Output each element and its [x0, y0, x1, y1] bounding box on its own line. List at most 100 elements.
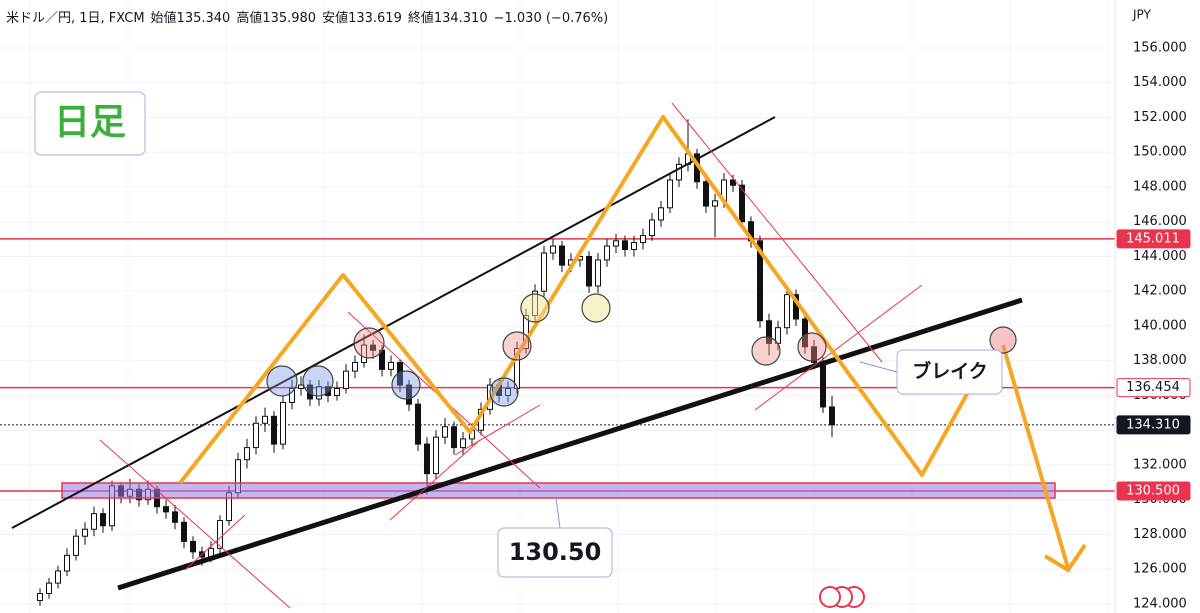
- candle-body: [595, 259, 601, 287]
- candle-body: [298, 384, 304, 390]
- candle-body: [730, 179, 736, 186]
- candle-body: [415, 403, 421, 445]
- candle-body: [829, 406, 835, 426]
- y-tick-label: 154.000: [1133, 75, 1187, 90]
- candle-body: [271, 415, 277, 445]
- candle-body: [811, 346, 817, 363]
- label-box: [497, 527, 613, 578]
- forecast-arrow: [1001, 344, 1070, 569]
- y-tick-label: 126.000: [1133, 562, 1187, 577]
- timeframe-label: 日足: [54, 102, 126, 143]
- candle-body: [388, 361, 394, 370]
- candle-body: [622, 240, 628, 251]
- candle-body: [55, 570, 61, 584]
- event-icons: [819, 586, 865, 608]
- candle-body: [640, 235, 646, 244]
- y-tick-label: 144.000: [1133, 249, 1187, 264]
- candle-body: [280, 401, 286, 445]
- candle-body: [163, 506, 169, 513]
- upper-channel: [11, 116, 776, 529]
- candle-body: [433, 436, 439, 475]
- price-tag: [1116, 415, 1191, 435]
- price-tag-label: 134.310: [1126, 417, 1180, 432]
- header-item: 米ドル／円, 1日, FXCM: [6, 11, 145, 26]
- price-tag: [1116, 229, 1191, 249]
- candle-body: [802, 318, 808, 348]
- header-item: −1.030 (−0.76%): [493, 11, 609, 26]
- y-tick-label: 148.000: [1133, 179, 1187, 194]
- candle-body: [325, 386, 331, 396]
- y-tick-label: 132.000: [1133, 457, 1187, 472]
- label-box: [34, 91, 146, 156]
- markers: [266, 293, 1017, 407]
- candle-body: [361, 344, 367, 363]
- candle-body: [316, 386, 322, 400]
- candle-body: [253, 422, 259, 449]
- candle-body: [613, 240, 619, 247]
- break-label: ブレイク: [912, 360, 988, 383]
- candle-body: [505, 388, 511, 396]
- candle-body: [244, 447, 250, 461]
- candle-body: [442, 426, 448, 438]
- support-zone: [61, 482, 1056, 499]
- candle-body: [784, 294, 790, 329]
- header-item: 終値134.310: [407, 11, 488, 26]
- candle-body: [73, 535, 79, 556]
- candle-body: [541, 252, 547, 292]
- zigzag: [178, 115, 974, 485]
- candle-body: [82, 528, 88, 537]
- candle-body: [352, 361, 358, 372]
- y-tick-label: 156.000: [1133, 40, 1187, 55]
- candle-body: [586, 255, 592, 287]
- candle-body: [559, 245, 565, 266]
- y-unit: JPY: [1132, 8, 1152, 22]
- label-box: [896, 349, 1003, 395]
- price-tag-label: 145.011: [1126, 231, 1180, 246]
- candle-body: [406, 384, 412, 405]
- level-label: 130.50: [509, 538, 602, 566]
- y-tick-label: 150.000: [1133, 145, 1187, 160]
- candle-body: [631, 242, 637, 251]
- candle-body: [334, 388, 340, 396]
- candle-body: [649, 219, 655, 237]
- drawings: [11, 91, 1087, 609]
- candle-body: [217, 520, 223, 549]
- candle-body: [172, 511, 178, 523]
- arrow-head: [1043, 543, 1087, 573]
- candle-body: [46, 582, 52, 595]
- price-tag: [1116, 481, 1191, 501]
- candle-body: [343, 370, 349, 390]
- candle-body: [658, 207, 664, 221]
- candle-body: [370, 344, 376, 351]
- candle-body: [181, 521, 187, 542]
- candle-body: [424, 443, 430, 475]
- callout-pointer: [859, 361, 898, 373]
- candle-body: [451, 426, 457, 449]
- candle-body: [739, 184, 745, 223]
- candle-body: [262, 415, 268, 424]
- lower-trendline: [117, 297, 1023, 591]
- price-tag-label: 130.500: [1126, 484, 1180, 499]
- candle-body: [550, 245, 556, 254]
- y-tick-label: 138.000: [1133, 353, 1187, 368]
- candle-body: [676, 163, 682, 181]
- header-item: 始値135.340: [150, 11, 231, 26]
- candle-body: [37, 593, 43, 601]
- header-item: 高値135.980: [236, 11, 317, 26]
- header: 米ドル／円, 1日, FXCM 始値135.340 高値135.980 安値133.6…: [6, 7, 614, 26]
- y-tick-label: 128.000: [1133, 527, 1187, 542]
- candle-body: [667, 179, 673, 209]
- candle-body: [64, 554, 70, 572]
- candle-body: [190, 540, 196, 553]
- y-tick-label: 146.000: [1133, 214, 1187, 229]
- y-tick-label: 142.000: [1133, 284, 1187, 299]
- candle-body: [712, 200, 718, 207]
- candle-body: [703, 181, 709, 207]
- candle-body: [820, 361, 826, 408]
- candle-body: [757, 240, 763, 322]
- candle-body: [289, 388, 295, 403]
- y-tick-label: 124.000: [1133, 596, 1187, 611]
- candle-body: [460, 438, 466, 449]
